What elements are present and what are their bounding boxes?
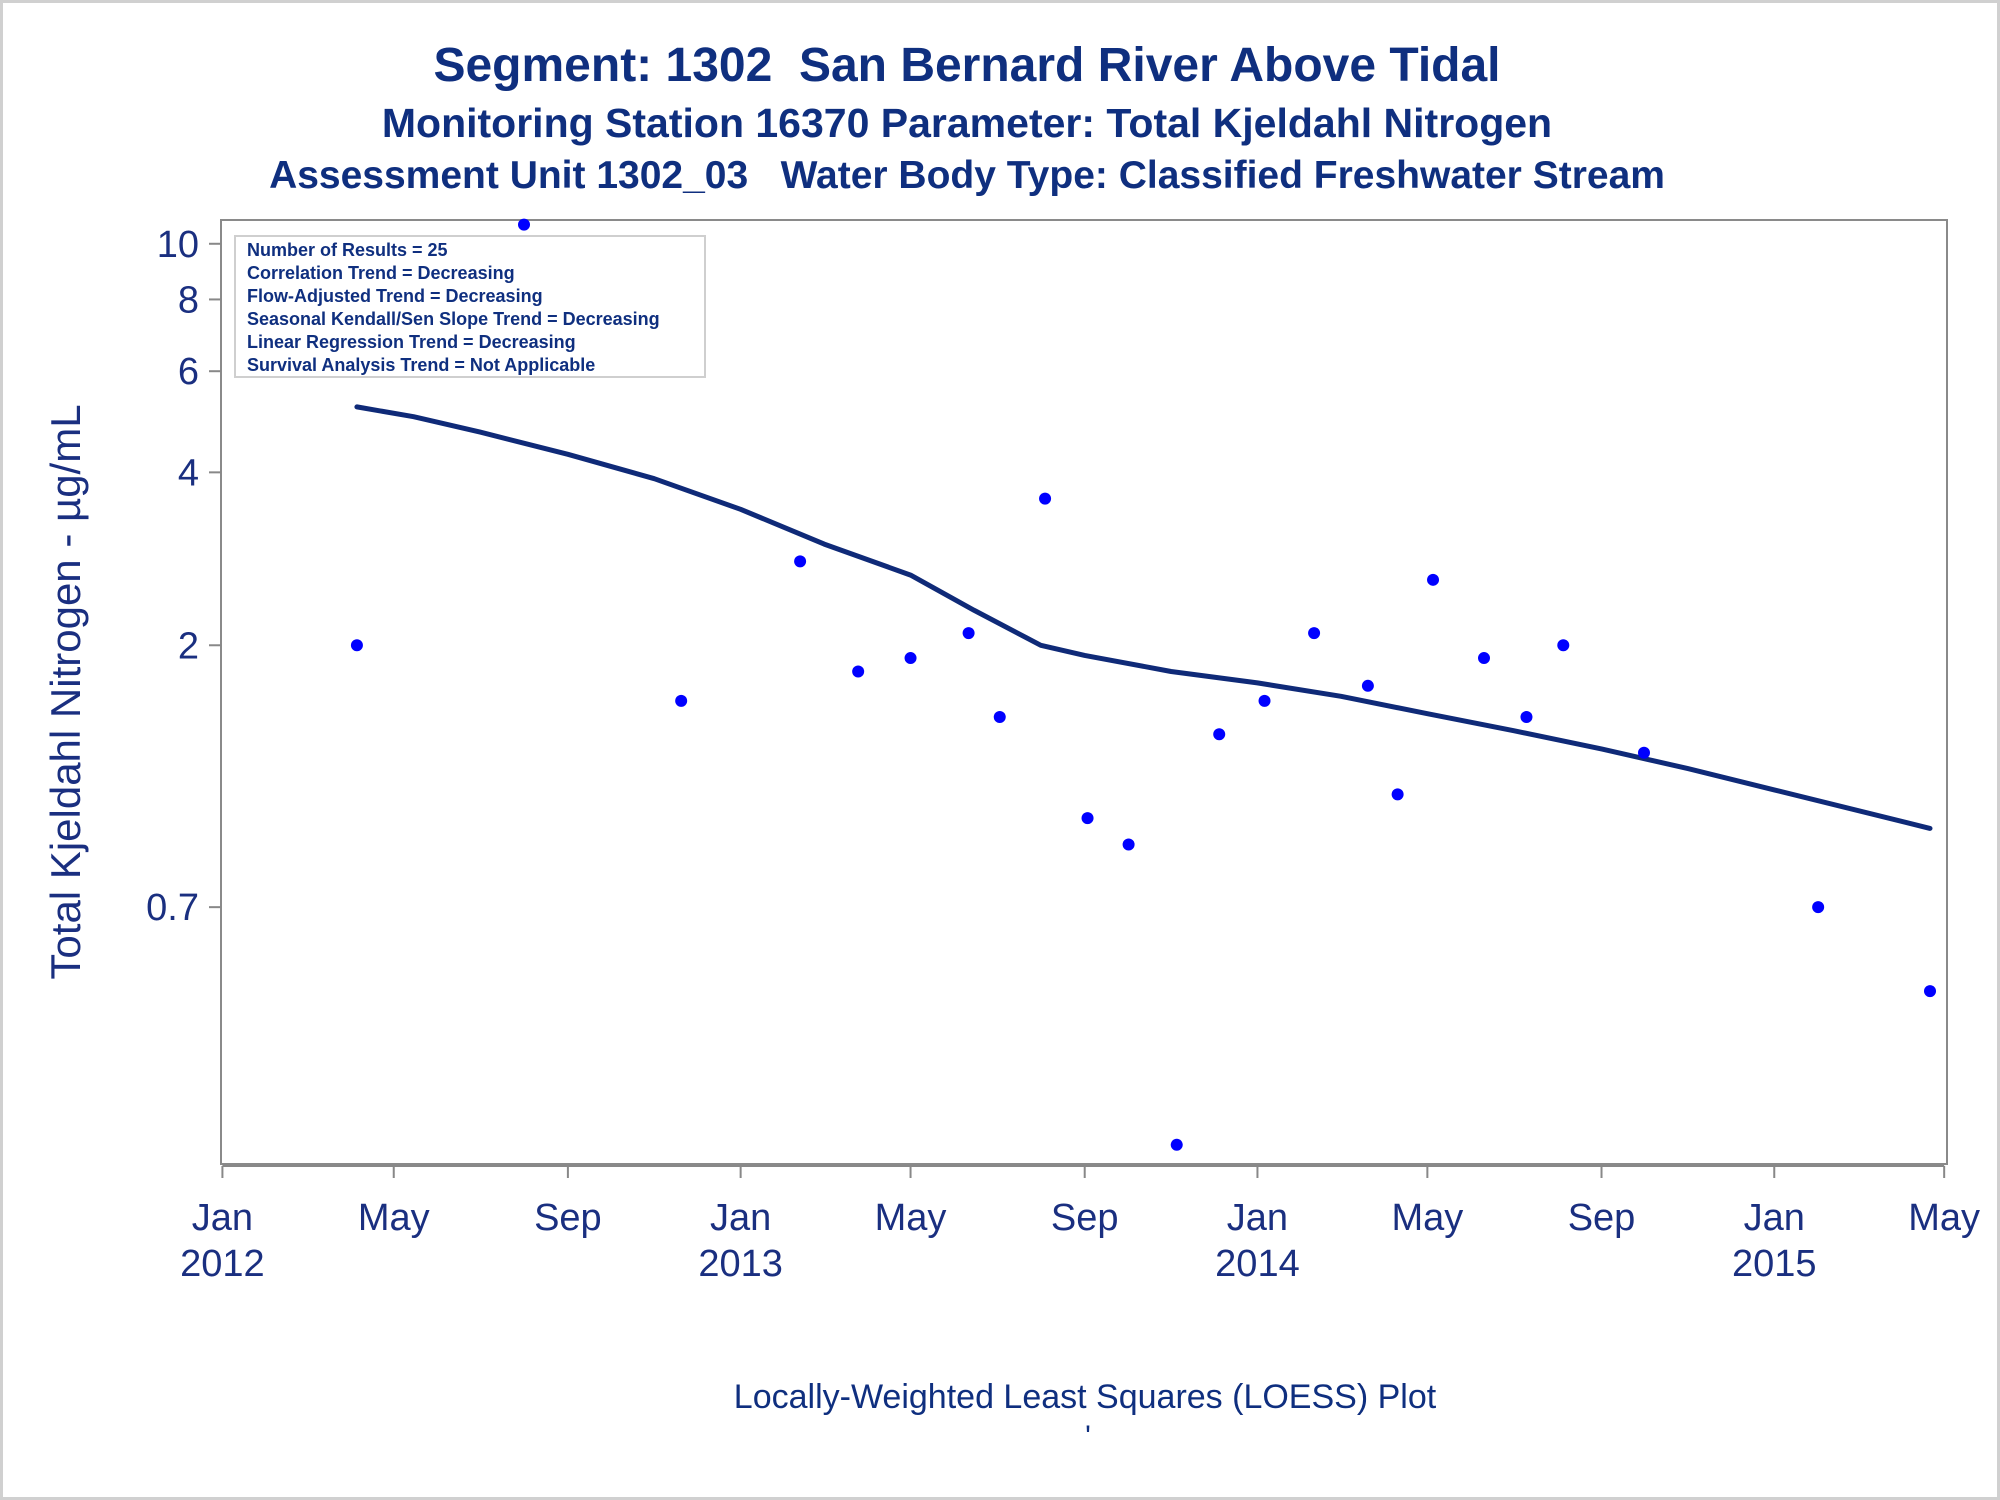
data-point (1557, 639, 1570, 652)
data-point (1361, 679, 1374, 692)
x-tick-label: May (358, 1197, 430, 1239)
legend-line: Correlation Trend = Decreasing (247, 263, 515, 283)
x-tick-label: Sep (1051, 1197, 1119, 1239)
data-point (1039, 492, 1052, 505)
x-tick-label-year: 2012 (180, 1243, 265, 1285)
loess-line (354, 404, 1933, 831)
legend-line: Number of Results = 25 (247, 240, 448, 260)
x-tick-label: Jan (1227, 1197, 1288, 1239)
chart-subtitle-2: Assessment Unit 1302_03 Water Body Type:… (269, 154, 1665, 197)
data-point (962, 627, 975, 640)
data-point (1391, 788, 1404, 801)
x-tick-label: May (1908, 1197, 1980, 1239)
data-point (1213, 728, 1226, 741)
x-tick-label: Jan (1744, 1197, 1805, 1239)
y-tick-label: 10 (157, 224, 199, 266)
data-point (675, 694, 688, 707)
x-tick-label: Sep (1568, 1197, 1636, 1239)
data-point (993, 711, 1006, 724)
legend-line: Flow-Adjusted Trend = Decreasing (247, 286, 543, 306)
y-axis-label: Total Kjeldahl Nitrogen - µg/mL (42, 404, 89, 979)
x-tick-label-year: 2013 (698, 1243, 783, 1285)
data-point (1170, 1138, 1183, 1151)
plot-area (220, 219, 1948, 1165)
legend-line: Seasonal Kendall/Sen Slope Trend = Decre… (247, 309, 660, 329)
y-tick-label: 2 (178, 625, 199, 667)
chart-subtitle: Monitoring Station 16370 Parameter: Tota… (381, 100, 1553, 146)
chart-title: Segment: 1302 San Bernard River Above Ti… (433, 39, 1501, 92)
data-point (904, 652, 917, 665)
data-point (350, 639, 363, 652)
data-point (794, 555, 807, 568)
data-point (1122, 838, 1135, 851)
data-point (1427, 573, 1440, 586)
legend-box: Number of Results = 25 Correlation Trend … (234, 235, 706, 378)
legend-frame (234, 235, 706, 378)
x-tick-label: Sep (534, 1197, 602, 1239)
data-point (1081, 812, 1094, 825)
y-tick-label: 6 (178, 351, 199, 393)
data-point (1258, 694, 1271, 707)
data-point (1520, 711, 1533, 724)
x-tick-label-year: 2015 (1732, 1243, 1817, 1285)
data-point (1812, 901, 1825, 914)
x-tick-label: May (875, 1197, 947, 1239)
data-point (1477, 652, 1490, 665)
x-tick-label: May (1391, 1197, 1463, 1239)
y-tick-label: 8 (178, 279, 199, 321)
data-point (1308, 627, 1321, 640)
x-tick-label-year: 2014 (1215, 1243, 1300, 1285)
y-axis: 10 8 6 4 2 0.7 (146, 224, 221, 929)
data-point (852, 665, 865, 678)
data-point (1637, 746, 1650, 759)
x-tick-label: Jan (710, 1197, 771, 1239)
y-tick-label: 0.7 (146, 887, 199, 929)
legend-line: Survival Analysis Trend = Not Applicable (247, 355, 595, 375)
data-point (518, 218, 531, 231)
series-layer (350, 218, 1937, 1151)
y-tick-label: 4 (178, 452, 199, 494)
footnote-mark: ' (1085, 1420, 1091, 1453)
legend-line: Linear Regression Trend = Decreasing (247, 332, 576, 352)
x-tick-label: Jan (192, 1197, 253, 1239)
footnote: Locally-Weighted Least Squares (LOESS) P… (733, 1378, 1437, 1416)
data-point (1924, 985, 1937, 998)
